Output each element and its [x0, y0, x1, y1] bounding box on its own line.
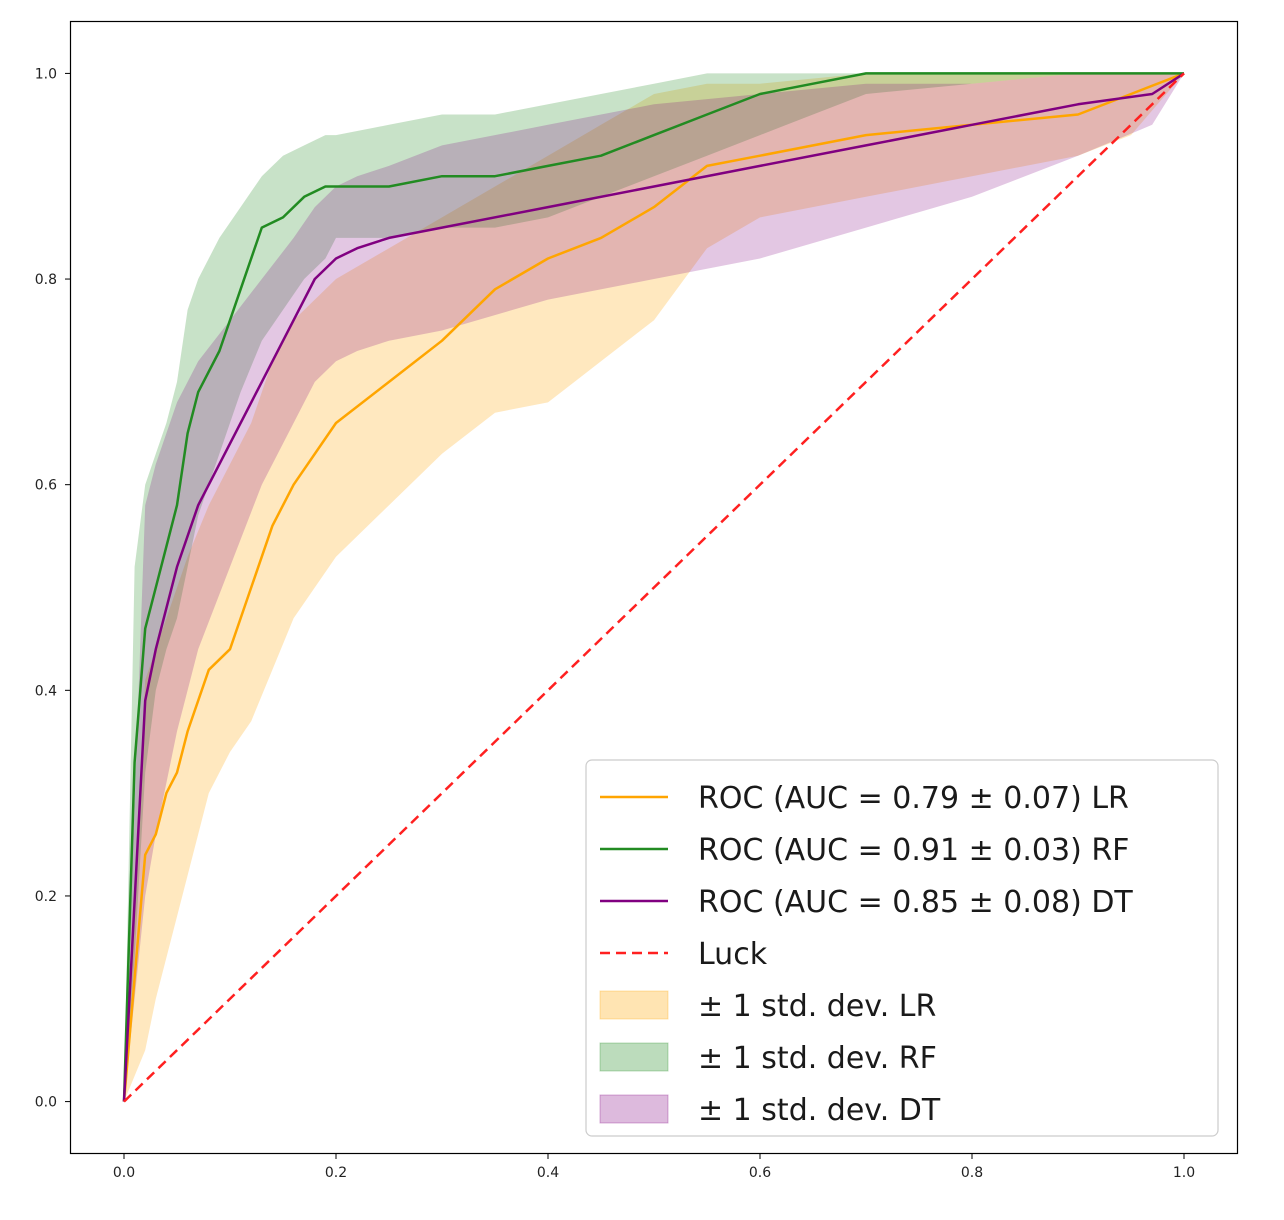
- legend-patch-dt: [599, 1094, 669, 1124]
- legend-patch-lr: [599, 990, 669, 1020]
- legend-label: Luck: [698, 937, 768, 972]
- roc-line-lr: [122, 72, 1185, 1102]
- legend-label: ROC (AUC = 0.79 ± 0.07) LR: [698, 781, 1129, 816]
- axes: 0.0 0.2 0.4 0.6 0.8 1.0 0.0 0.2 0.4 0.6 0.8 1.0: [35, 66, 1195, 1181]
- y-tick-label: 0.2: [35, 889, 57, 905]
- x-tick-label: 1.0: [1173, 1165, 1195, 1181]
- y-tick-label: 0.0: [35, 1095, 57, 1111]
- legend-label: ROC (AUC = 0.91 ± 0.03) RF: [698, 833, 1129, 868]
- roc-lines: [122, 72, 1185, 1103]
- y-tick-label: 0.6: [35, 478, 57, 494]
- y-tick-label: 1.0: [35, 66, 57, 82]
- legend-label: ± 1 std. dev. LR: [698, 989, 936, 1024]
- plot-frame: [69, 20, 1239, 1155]
- x-tick-label: 0.6: [749, 1165, 771, 1181]
- y-tick-label: 0.8: [35, 272, 57, 288]
- std-band-lr: [124, 73, 1184, 1102]
- legend: ROC (AUC = 0.79 ± 0.07) LR ROC (AUC = 0.9…: [585, 759, 1219, 1137]
- std-bands: [124, 73, 1184, 1102]
- y-tick-label: 0.4: [35, 683, 57, 699]
- std-band-dt: [124, 73, 1184, 1102]
- legend-label: ± 1 std. dev. RF: [698, 1041, 937, 1076]
- legend-label: ROC (AUC = 0.85 ± 0.08) DT: [698, 885, 1133, 920]
- x-tick-label: 0.0: [113, 1165, 135, 1181]
- roc-line-luck: [123, 72, 1185, 1103]
- x-tick-label: 0.4: [537, 1165, 559, 1181]
- roc-line-dt: [122, 72, 1185, 1102]
- x-tick-label: 0.2: [325, 1165, 347, 1181]
- legend-label: ± 1 std. dev. DT: [698, 1093, 941, 1128]
- legend-box: [585, 759, 1219, 1137]
- x-tick-label: 0.8: [961, 1165, 983, 1181]
- legend-patch-rf: [599, 1042, 669, 1072]
- roc-line-rf: [122, 72, 1184, 1102]
